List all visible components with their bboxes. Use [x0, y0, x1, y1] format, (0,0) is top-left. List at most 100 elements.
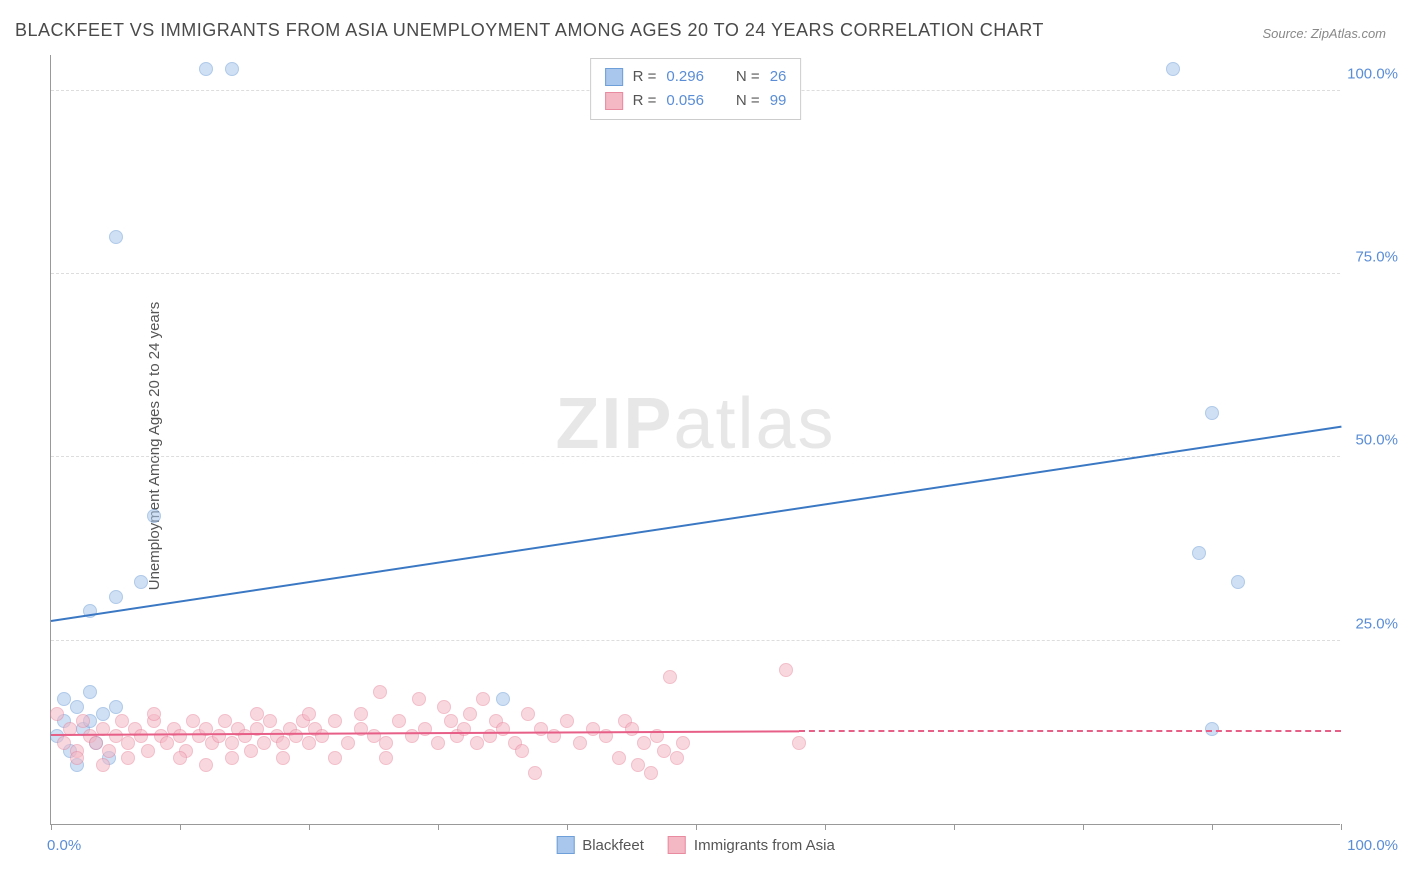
data-point — [250, 707, 264, 721]
data-point — [289, 729, 303, 743]
data-point — [109, 729, 123, 743]
data-point — [302, 707, 316, 721]
r-label: R = — [633, 65, 657, 89]
n-value: 26 — [770, 65, 787, 89]
data-point — [121, 751, 135, 765]
data-point — [437, 700, 451, 714]
legend-label: Immigrants from Asia — [694, 837, 835, 854]
data-point — [1166, 62, 1180, 76]
data-point — [89, 736, 103, 750]
data-point — [328, 714, 342, 728]
data-point — [412, 692, 426, 706]
data-point — [379, 736, 393, 750]
data-point — [50, 707, 64, 721]
legend-stat-row: R = 0.296 N = 26 — [605, 65, 787, 89]
data-point — [521, 707, 535, 721]
data-point — [141, 744, 155, 758]
data-point — [160, 736, 174, 750]
data-point — [373, 685, 387, 699]
data-point — [792, 736, 806, 750]
data-point — [173, 751, 187, 765]
x-tick — [51, 824, 52, 830]
data-point — [476, 692, 490, 706]
data-point — [173, 729, 187, 743]
data-point — [612, 751, 626, 765]
data-point — [379, 751, 393, 765]
n-label: N = — [736, 65, 760, 89]
data-point — [1231, 575, 1245, 589]
data-point — [134, 575, 148, 589]
data-point — [779, 663, 793, 677]
x-axis-min-label: 0.0% — [47, 837, 81, 854]
data-point — [573, 736, 587, 750]
data-point — [218, 714, 232, 728]
data-point — [392, 714, 406, 728]
legend-swatch — [668, 836, 686, 854]
x-tick — [1083, 824, 1084, 830]
x-axis-max-label: 100.0% — [1347, 837, 1398, 854]
data-point — [276, 736, 290, 750]
data-point — [70, 700, 84, 714]
data-point — [631, 758, 645, 772]
y-tick-label: 75.0% — [1355, 249, 1398, 266]
x-tick — [1212, 824, 1213, 830]
legend-swatch — [605, 92, 623, 110]
legend-swatch — [605, 68, 623, 86]
data-point — [109, 700, 123, 714]
y-tick-label: 100.0% — [1347, 65, 1398, 82]
data-point — [670, 751, 684, 765]
data-point — [186, 714, 200, 728]
n-label: N = — [736, 89, 760, 113]
data-point — [109, 590, 123, 604]
data-point — [367, 729, 381, 743]
data-point — [263, 714, 277, 728]
y-tick-label: 50.0% — [1355, 432, 1398, 449]
data-point — [470, 736, 484, 750]
data-point — [70, 751, 84, 765]
gridline — [51, 640, 1340, 641]
data-point — [1205, 722, 1219, 736]
gridline — [51, 273, 1340, 274]
x-tick — [180, 824, 181, 830]
plot-area: ZIPatlas R = 0.296N = 26R = 0.056N = 99 … — [50, 55, 1340, 825]
x-tick — [567, 824, 568, 830]
data-point — [257, 736, 271, 750]
r-value: 0.296 — [666, 65, 704, 89]
data-point — [225, 751, 239, 765]
data-point — [134, 729, 148, 743]
trend-line — [799, 730, 1341, 732]
watermark-light: atlas — [673, 384, 835, 464]
x-tick — [438, 824, 439, 830]
data-point — [637, 736, 651, 750]
data-point — [405, 729, 419, 743]
r-label: R = — [633, 89, 657, 113]
watermark: ZIPatlas — [555, 383, 835, 465]
data-point — [341, 736, 355, 750]
correlation-legend: R = 0.296 N = 26R = 0.056N = 99 — [590, 58, 802, 120]
data-point — [315, 729, 329, 743]
data-point — [328, 751, 342, 765]
data-point — [225, 736, 239, 750]
data-point — [663, 670, 677, 684]
data-point — [463, 707, 477, 721]
data-point — [121, 736, 135, 750]
data-point — [496, 692, 510, 706]
y-tick-label: 25.0% — [1355, 615, 1398, 632]
data-point — [302, 736, 316, 750]
data-point — [676, 736, 690, 750]
data-point — [147, 707, 161, 721]
data-point — [109, 230, 123, 244]
source-attribution: Source: ZipAtlas.com — [1262, 26, 1386, 41]
data-point — [225, 62, 239, 76]
data-point — [431, 736, 445, 750]
legend-label: Blackfeet — [582, 837, 644, 854]
chart-title: BLACKFEET VS IMMIGRANTS FROM ASIA UNEMPL… — [15, 20, 1044, 41]
x-tick — [309, 824, 310, 830]
watermark-bold: ZIP — [555, 384, 673, 464]
legend-swatch — [556, 836, 574, 854]
legend-item: Immigrants from Asia — [668, 836, 835, 854]
data-point — [625, 722, 639, 736]
legend-stat-row: R = 0.056N = 99 — [605, 89, 787, 113]
data-point — [276, 751, 290, 765]
data-point — [1192, 546, 1206, 560]
